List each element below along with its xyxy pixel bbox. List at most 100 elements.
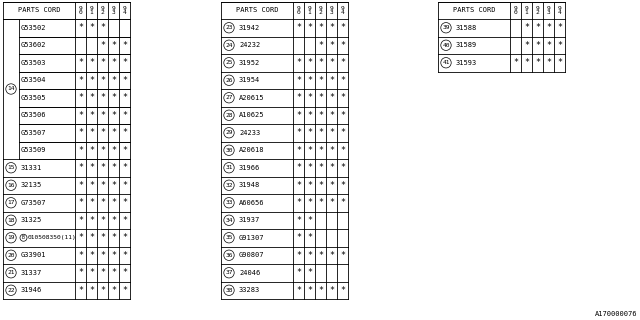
Text: 31588: 31588 — [456, 25, 477, 31]
Text: 31337: 31337 — [21, 270, 42, 276]
Text: *: * — [329, 23, 334, 32]
Text: *: * — [78, 58, 83, 67]
Text: 24: 24 — [225, 43, 233, 48]
Text: 9
1: 9 1 — [525, 6, 529, 15]
Text: *: * — [100, 23, 105, 32]
Text: 16: 16 — [7, 183, 15, 188]
Text: *: * — [100, 216, 105, 225]
Text: 30: 30 — [225, 148, 233, 153]
Text: G53509: G53509 — [21, 147, 47, 153]
Text: *: * — [296, 23, 301, 32]
Text: *: * — [89, 93, 94, 102]
Text: *: * — [89, 111, 94, 120]
Text: *: * — [524, 58, 529, 67]
Text: *: * — [296, 163, 301, 172]
Text: *: * — [78, 251, 83, 260]
Text: *: * — [307, 111, 312, 120]
Text: *: * — [89, 198, 94, 207]
Text: 31946: 31946 — [21, 287, 42, 293]
Text: *: * — [78, 198, 83, 207]
Text: *: * — [340, 251, 345, 260]
Text: *: * — [122, 128, 127, 137]
Text: 24046: 24046 — [239, 270, 260, 276]
Text: G53507: G53507 — [21, 130, 47, 136]
Text: G91307: G91307 — [239, 235, 264, 241]
Text: *: * — [340, 111, 345, 120]
Text: 38: 38 — [225, 288, 233, 293]
Text: *: * — [111, 286, 116, 295]
Text: *: * — [122, 216, 127, 225]
Text: 9
1: 9 1 — [90, 6, 93, 15]
Text: 18: 18 — [7, 218, 15, 223]
Text: 20: 20 — [7, 253, 15, 258]
Text: *: * — [329, 163, 334, 172]
Text: *: * — [122, 58, 127, 67]
Text: *: * — [296, 268, 301, 277]
Text: *: * — [307, 251, 312, 260]
Text: *: * — [89, 251, 94, 260]
Text: 19: 19 — [7, 235, 15, 240]
Text: 31937: 31937 — [239, 217, 260, 223]
Text: *: * — [100, 76, 105, 85]
Text: *: * — [78, 76, 83, 85]
Text: *: * — [296, 286, 301, 295]
Text: B: B — [22, 235, 25, 240]
Text: 32135: 32135 — [21, 182, 42, 188]
Text: 29: 29 — [225, 130, 233, 135]
Text: *: * — [78, 216, 83, 225]
Text: *: * — [100, 128, 105, 137]
Text: *: * — [122, 146, 127, 155]
Text: *: * — [307, 233, 312, 242]
Text: *: * — [122, 233, 127, 242]
Text: *: * — [329, 181, 334, 190]
Text: *: * — [318, 23, 323, 32]
Text: *: * — [122, 198, 127, 207]
Text: 9
2: 9 2 — [536, 6, 540, 15]
Text: *: * — [307, 198, 312, 207]
Text: *: * — [329, 251, 334, 260]
Text: *: * — [296, 216, 301, 225]
Text: 34: 34 — [225, 218, 233, 223]
Text: *: * — [340, 41, 345, 50]
Text: 9
0: 9 0 — [296, 6, 300, 15]
Text: *: * — [89, 268, 94, 277]
Text: *: * — [100, 111, 105, 120]
Text: 23: 23 — [225, 25, 233, 30]
Text: 010508350(11): 010508350(11) — [28, 235, 77, 240]
Text: *: * — [307, 216, 312, 225]
Text: *: * — [296, 76, 301, 85]
Text: *: * — [100, 233, 105, 242]
Text: 31593: 31593 — [456, 60, 477, 66]
Text: 36: 36 — [225, 253, 233, 258]
Text: *: * — [318, 146, 323, 155]
Text: 25: 25 — [225, 60, 233, 65]
Text: *: * — [100, 181, 105, 190]
Text: *: * — [296, 111, 301, 120]
Text: 9
2: 9 2 — [319, 6, 323, 15]
Text: 15: 15 — [7, 165, 15, 170]
Text: 14: 14 — [7, 86, 15, 92]
Text: *: * — [100, 93, 105, 102]
Text: *: * — [307, 268, 312, 277]
Text: 31325: 31325 — [21, 217, 42, 223]
Text: *: * — [329, 128, 334, 137]
Text: 24232: 24232 — [239, 42, 260, 48]
Text: *: * — [307, 23, 312, 32]
Text: *: * — [307, 181, 312, 190]
Text: 22: 22 — [7, 288, 15, 293]
Text: G53503: G53503 — [21, 60, 47, 66]
Text: *: * — [307, 146, 312, 155]
Text: G53502: G53502 — [21, 25, 47, 31]
Text: *: * — [122, 41, 127, 50]
Text: 9
1: 9 1 — [308, 6, 312, 15]
Text: *: * — [100, 58, 105, 67]
Text: *: * — [318, 111, 323, 120]
Text: *: * — [318, 76, 323, 85]
Text: *: * — [122, 163, 127, 172]
Text: *: * — [111, 58, 116, 67]
Text: *: * — [307, 128, 312, 137]
Text: 32: 32 — [225, 183, 233, 188]
Text: *: * — [100, 146, 105, 155]
Text: *: * — [296, 58, 301, 67]
Text: *: * — [340, 76, 345, 85]
